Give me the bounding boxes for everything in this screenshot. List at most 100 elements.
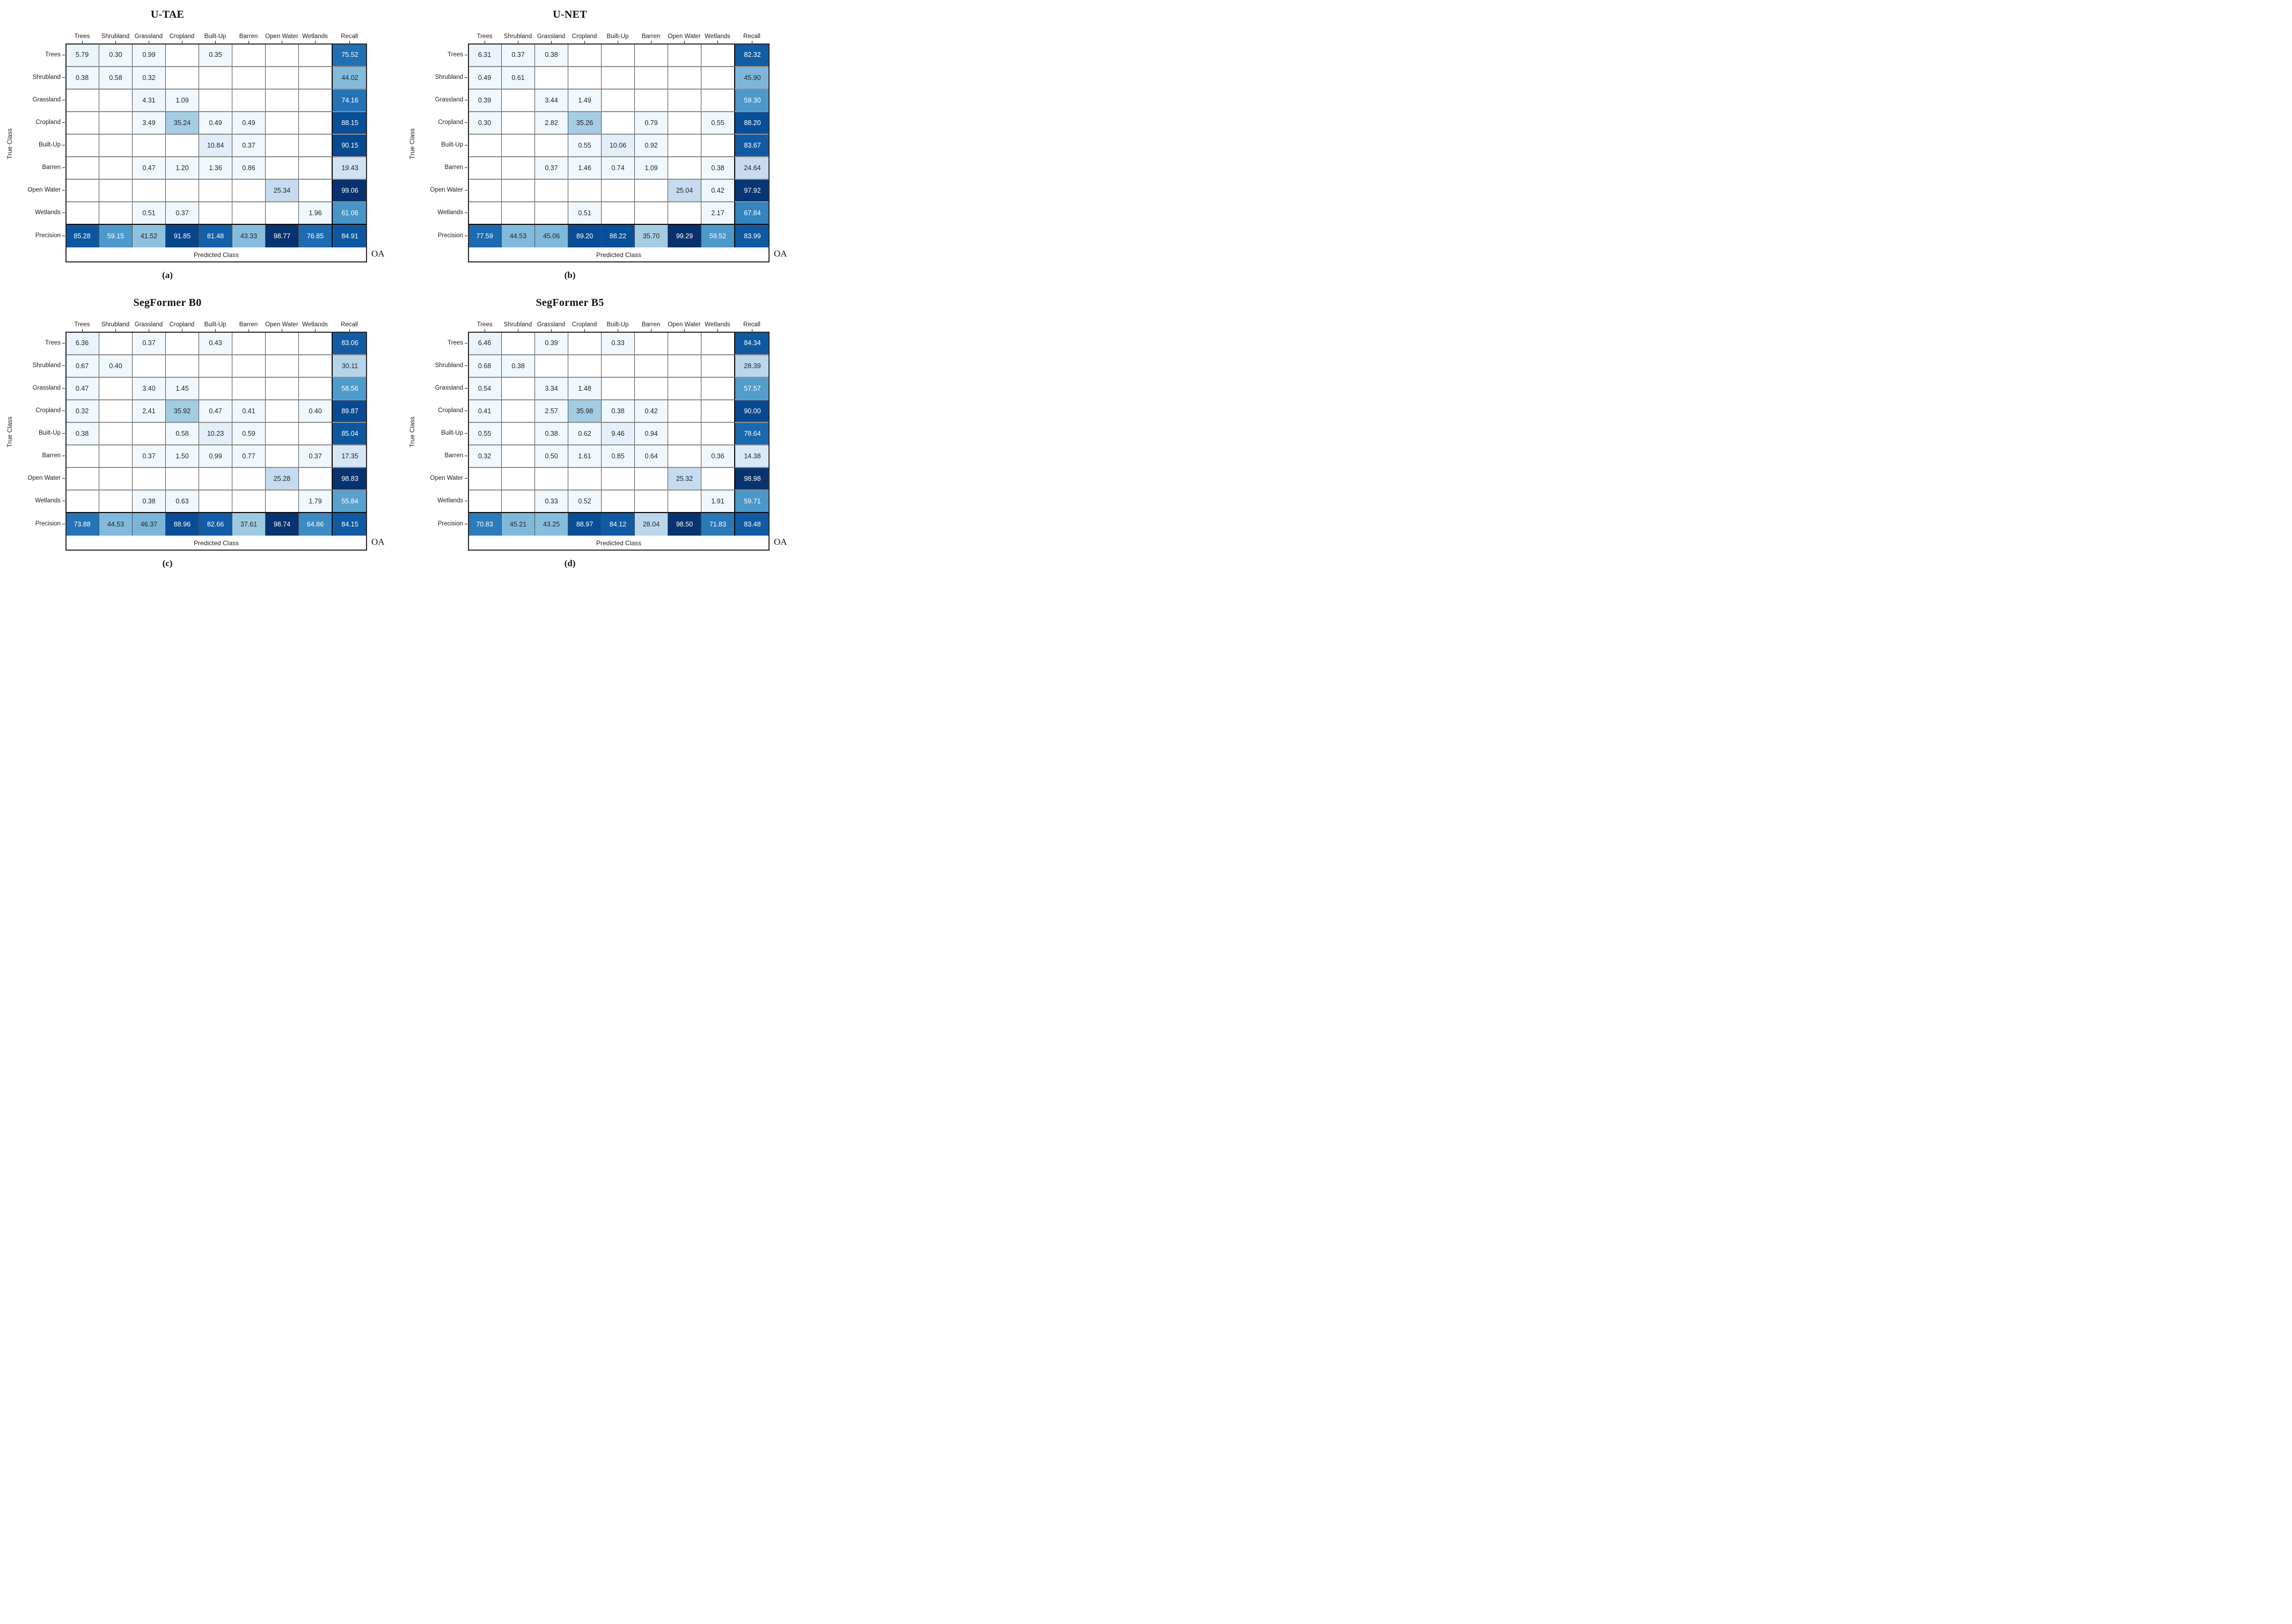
col-header-label: Cropland [169, 321, 195, 328]
row-header-shrubland: Shrubland [419, 354, 468, 377]
precision-cell: 98.50 [668, 512, 701, 536]
recall-cell: 88.15 [332, 111, 367, 134]
recall-cell: 57.57 [734, 377, 770, 399]
matrix-cell: 1.96 [298, 201, 332, 224]
matrix-cell [634, 489, 668, 512]
matrix-cell: 0.39 [534, 332, 568, 354]
matrix-cell [701, 422, 734, 444]
recall-cell: 67.84 [734, 201, 770, 224]
row-tick [465, 77, 467, 78]
recall-cell: 99.06 [332, 179, 367, 201]
row-header-barren: Barren [16, 444, 65, 467]
recall-cell: 98.83 [332, 467, 367, 489]
matrix-cell [601, 179, 634, 201]
col-header-label: Shrubland [101, 33, 130, 40]
matrix-cell [468, 201, 501, 224]
matrix-cell: 0.38 [132, 489, 165, 512]
matrix-cell: 0.58 [165, 422, 199, 444]
row-header-label: Barren [444, 164, 463, 171]
matrix-cell [501, 489, 534, 512]
matrix-cell: 2.57 [534, 399, 568, 422]
recall-cell: 55.84 [332, 489, 367, 512]
matrix-cell [501, 444, 534, 467]
recall-cell: 88.20 [734, 111, 770, 134]
col-tick [551, 329, 552, 332]
matrix-cell [668, 66, 701, 89]
col-header-label: Recall [743, 321, 760, 328]
col-header-label: Recall [341, 321, 358, 328]
col-header-label: Trees [477, 321, 493, 328]
matrix-cell [501, 89, 534, 111]
row-header-built-up: Built-Up [16, 134, 65, 156]
row-header-built-up: Built-Up [16, 422, 65, 444]
matrix-cell [668, 89, 701, 111]
precision-cell: 37.61 [232, 512, 265, 536]
col-tick [215, 329, 216, 332]
col-tick [684, 329, 685, 332]
matrix-cell [65, 467, 99, 489]
matrix-cell [668, 134, 701, 156]
matrix-cell [199, 377, 232, 399]
col-header-wetlands: Wetlands [298, 25, 332, 43]
col-header-cropland: Cropland [568, 25, 601, 43]
recall-cell: 24.64 [734, 156, 770, 179]
matrix-cell: 35.24 [165, 111, 199, 134]
matrix-cell: 0.99 [132, 43, 165, 66]
matrix-cell: 0.99 [199, 444, 232, 467]
row-header-shrubland: Shrubland [419, 66, 468, 89]
confusion-matrix-panels: U-TAE True Class Trees Shrubland Grassland Cr… [3, 9, 787, 569]
matrix-cell: 0.55 [468, 422, 501, 444]
row-header-grassland: Grassland [16, 89, 65, 111]
matrix-cell: 10.23 [199, 422, 232, 444]
matrix-cell: 25.34 [265, 179, 298, 201]
panel-caption: (c) [162, 558, 173, 568]
matrix-cell [534, 179, 568, 201]
row-header-trees: Trees [16, 332, 65, 354]
matrix-cell [701, 467, 734, 489]
matrix-cell [65, 489, 99, 512]
matrix-cell [634, 201, 668, 224]
matrix-cell [668, 201, 701, 224]
recall-cell: 19.43 [332, 156, 367, 179]
panel-segformer-b0: SegFormer B0 True Class Trees Shrubland Gras… [3, 297, 385, 569]
matrix-cell [634, 89, 668, 111]
matrix-cell [501, 111, 534, 134]
heatmap-grid: Trees Shrubland Grassland Cropland Built-Up B… [419, 25, 770, 247]
matrix-cell [265, 89, 298, 111]
matrix-cell [232, 179, 265, 201]
matrix-cell [601, 354, 634, 377]
col-header-cropland: Cropland [568, 313, 601, 332]
precision-cell: 77.59 [468, 224, 501, 247]
matrix-cell: 2.41 [132, 399, 165, 422]
col-header-label: Built-Up [204, 33, 226, 40]
matrix-cell [568, 179, 601, 201]
row-header-label: Wetlands [437, 498, 463, 504]
oa-label: OA [774, 537, 787, 547]
matrix-cell [501, 201, 534, 224]
panel-u-tae: U-TAE True Class Trees Shrubland Grassland Cr… [3, 9, 385, 281]
matrix-cell: 0.37 [165, 201, 199, 224]
col-header-label: Barren [641, 321, 661, 328]
matrix-cell [298, 66, 332, 89]
corner-cell [419, 25, 468, 43]
heatmap-grid: Trees Shrubland Grassland Cropland Built-Up B… [16, 313, 367, 536]
matrix-cell [668, 156, 701, 179]
row-header-precision: Precision [419, 512, 468, 536]
row-header-label: Open Water [27, 187, 61, 193]
matrix-cell: 35.92 [165, 399, 199, 422]
recall-cell: 90.00 [734, 399, 770, 422]
recall-cell: 75.52 [332, 43, 367, 66]
x-axis-label: Predicted Class [596, 539, 642, 547]
matrix-cell: 2.17 [701, 201, 734, 224]
matrix-cell: 0.47 [199, 399, 232, 422]
matrix-cell: 25.04 [668, 179, 701, 201]
row-header-label: Wetlands [35, 498, 61, 504]
col-tick [82, 329, 83, 332]
col-header-label: Open Water [265, 33, 298, 40]
matrix-cell [99, 179, 132, 201]
row-header-label: Grassland [32, 385, 61, 391]
matrix-cell [534, 467, 568, 489]
recall-cell: 78.64 [734, 422, 770, 444]
precision-cell: 43.25 [534, 512, 568, 536]
matrix-cell [701, 43, 734, 66]
